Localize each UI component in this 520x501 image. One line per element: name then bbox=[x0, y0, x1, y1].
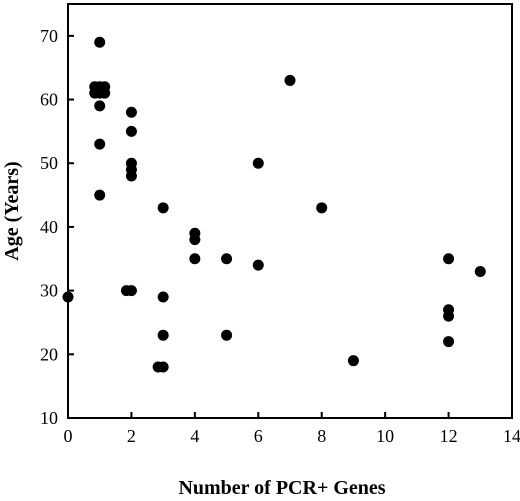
y-tick-label: 60 bbox=[40, 90, 58, 110]
data-point bbox=[125, 106, 137, 118]
data-point bbox=[99, 87, 111, 99]
data-point bbox=[252, 259, 264, 271]
data-point bbox=[252, 157, 264, 169]
data-point bbox=[157, 329, 169, 341]
data-point bbox=[284, 74, 296, 86]
data-point bbox=[94, 100, 106, 112]
data-point bbox=[443, 310, 455, 322]
x-axis-title: Number of PCR+ Genes bbox=[178, 477, 385, 499]
x-tick-label: 6 bbox=[254, 426, 263, 446]
data-point bbox=[221, 329, 233, 341]
y-tick-label: 70 bbox=[40, 26, 58, 46]
x-tick-label: 10 bbox=[376, 426, 394, 446]
x-tick-label: 2 bbox=[127, 426, 136, 446]
data-point bbox=[347, 355, 359, 367]
plot-frame bbox=[67, 3, 513, 419]
data-point bbox=[443, 253, 455, 265]
data-point bbox=[94, 189, 106, 201]
data-point bbox=[221, 253, 233, 265]
y-tick-label: 50 bbox=[40, 153, 58, 173]
y-tick-label: 30 bbox=[40, 281, 58, 301]
data-point bbox=[120, 285, 132, 297]
data-point bbox=[94, 138, 106, 150]
data-point bbox=[94, 36, 106, 48]
data-point bbox=[62, 291, 74, 303]
data-points bbox=[62, 36, 486, 373]
y-tick-label: 20 bbox=[40, 344, 58, 364]
data-point bbox=[152, 361, 164, 373]
data-point bbox=[157, 291, 169, 303]
x-axis-ticks: 0 2 4 6 8 10 12 14 bbox=[64, 412, 520, 446]
axes bbox=[67, 3, 513, 419]
y-axis-title: Age (Years) bbox=[1, 161, 23, 260]
data-point bbox=[125, 170, 137, 182]
x-tick-label: 8 bbox=[317, 426, 326, 446]
x-tick-label: 12 bbox=[440, 426, 458, 446]
y-axis-ticks: 10 20 30 40 50 60 70 bbox=[40, 26, 74, 428]
data-point bbox=[474, 266, 486, 278]
y-tick-label: 10 bbox=[40, 408, 58, 428]
data-point bbox=[316, 202, 328, 214]
data-point bbox=[157, 202, 169, 214]
x-tick-label: 0 bbox=[64, 426, 73, 446]
data-point bbox=[189, 234, 201, 246]
data-point bbox=[89, 87, 101, 99]
x-tick-label: 4 bbox=[190, 426, 199, 446]
y-tick-label: 40 bbox=[40, 217, 58, 237]
data-point bbox=[125, 125, 137, 137]
data-point bbox=[189, 253, 201, 265]
x-tick-label: 14 bbox=[503, 426, 520, 446]
data-point bbox=[443, 336, 455, 348]
